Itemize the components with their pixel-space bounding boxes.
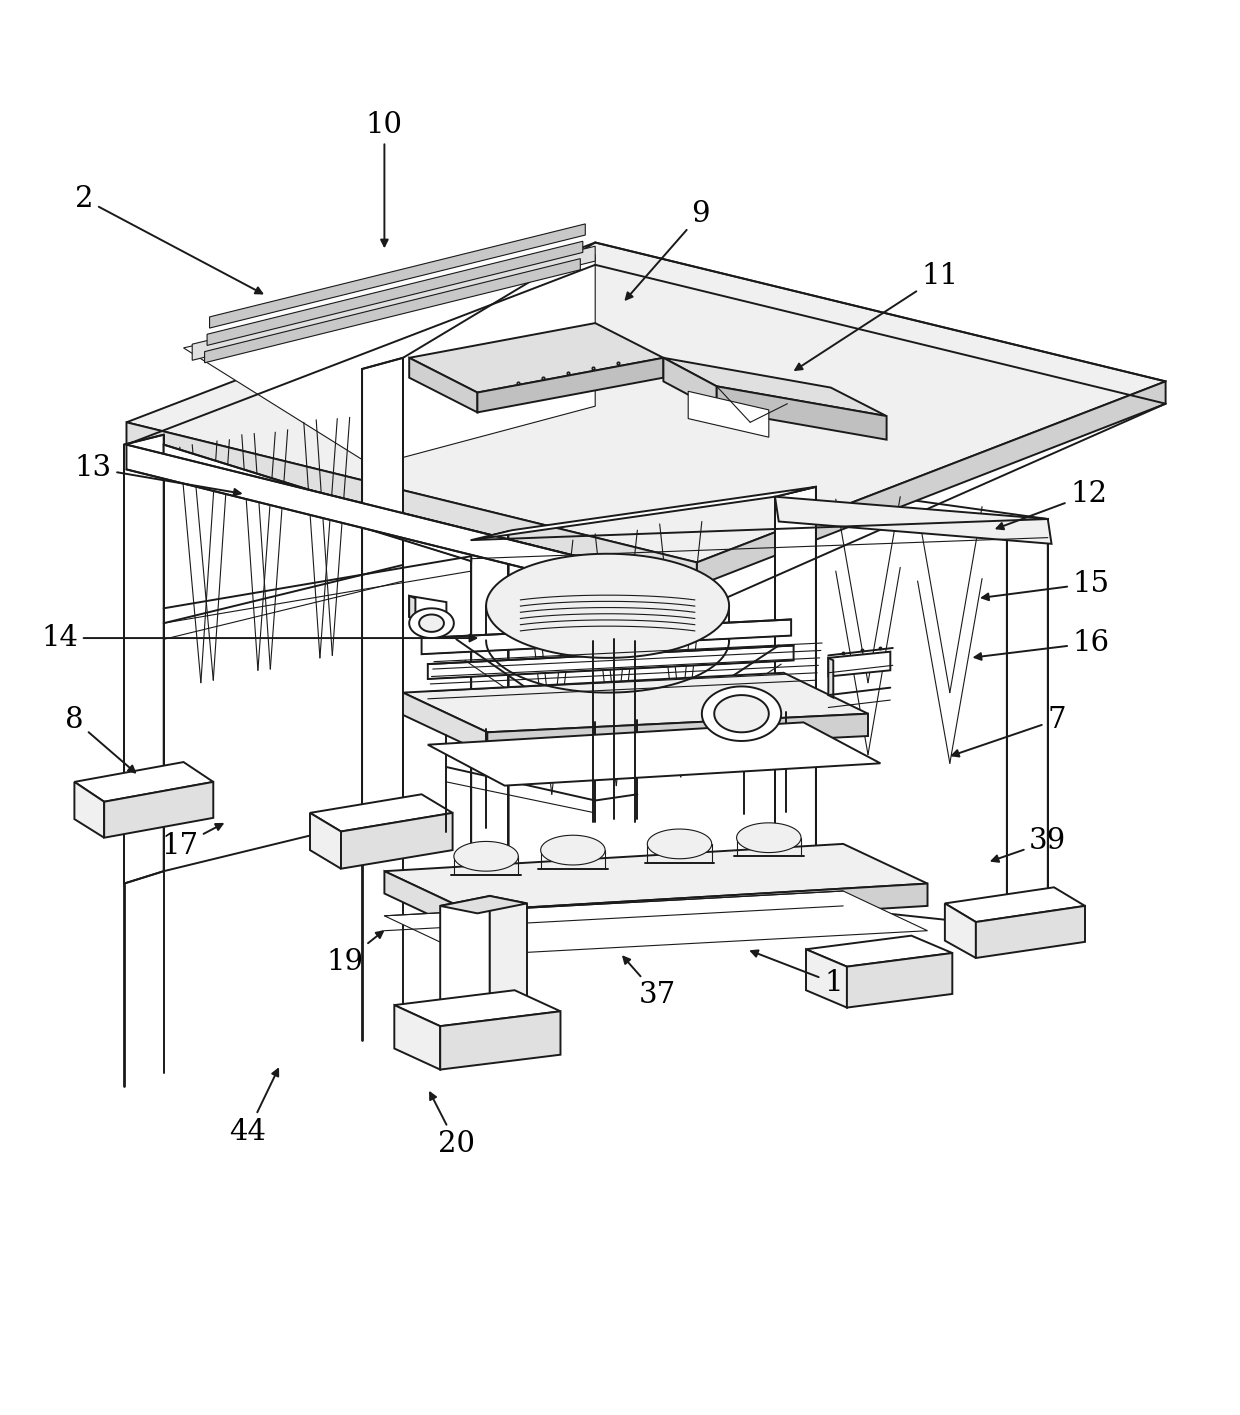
Text: 12: 12 (997, 480, 1107, 529)
Polygon shape (828, 652, 890, 676)
Polygon shape (74, 782, 104, 838)
Polygon shape (816, 487, 1048, 931)
Polygon shape (384, 843, 928, 911)
Polygon shape (714, 695, 769, 733)
Polygon shape (945, 903, 976, 958)
Polygon shape (477, 358, 663, 412)
Polygon shape (508, 487, 816, 937)
Polygon shape (409, 608, 454, 638)
Polygon shape (663, 358, 887, 416)
Polygon shape (440, 896, 527, 913)
Polygon shape (362, 358, 403, 825)
Text: 17: 17 (161, 824, 222, 860)
Polygon shape (310, 812, 341, 869)
Polygon shape (341, 812, 453, 869)
Text: 19: 19 (326, 931, 383, 976)
Polygon shape (164, 444, 471, 562)
Text: 20: 20 (430, 1092, 475, 1157)
Polygon shape (184, 255, 595, 466)
Polygon shape (440, 1012, 560, 1070)
Text: 9: 9 (626, 200, 711, 300)
Polygon shape (409, 596, 446, 623)
Polygon shape (688, 392, 769, 437)
Polygon shape (471, 532, 508, 945)
Polygon shape (104, 782, 213, 838)
Text: 39: 39 (992, 828, 1066, 862)
Polygon shape (702, 686, 781, 741)
Polygon shape (976, 906, 1085, 958)
Polygon shape (164, 358, 403, 872)
Polygon shape (409, 323, 663, 392)
Polygon shape (945, 887, 1085, 923)
Polygon shape (737, 824, 801, 853)
Polygon shape (419, 614, 444, 633)
Polygon shape (806, 935, 952, 966)
Polygon shape (124, 434, 164, 883)
Polygon shape (422, 620, 791, 654)
Polygon shape (192, 246, 595, 361)
Polygon shape (384, 872, 469, 932)
Polygon shape (663, 358, 717, 410)
Polygon shape (471, 487, 816, 541)
Polygon shape (717, 386, 887, 440)
Polygon shape (394, 990, 560, 1026)
Text: 7: 7 (952, 706, 1066, 757)
Polygon shape (1007, 519, 1048, 941)
Polygon shape (828, 658, 833, 698)
Polygon shape (210, 224, 585, 328)
Polygon shape (806, 949, 847, 1007)
Polygon shape (486, 553, 729, 658)
Polygon shape (207, 242, 583, 345)
Polygon shape (647, 829, 712, 859)
Text: 14: 14 (41, 624, 476, 652)
Polygon shape (440, 896, 490, 1015)
Text: 13: 13 (74, 454, 241, 495)
Polygon shape (126, 422, 697, 586)
Text: 2: 2 (76, 185, 262, 293)
Text: 8: 8 (64, 706, 135, 773)
Polygon shape (847, 954, 952, 1007)
Polygon shape (310, 794, 453, 832)
Polygon shape (775, 497, 1052, 543)
Polygon shape (74, 763, 213, 802)
Polygon shape (428, 645, 794, 679)
Text: 10: 10 (366, 110, 403, 246)
Polygon shape (126, 444, 697, 611)
Polygon shape (428, 723, 880, 785)
Polygon shape (403, 692, 487, 754)
Polygon shape (541, 835, 605, 865)
Polygon shape (490, 896, 527, 1013)
Text: 11: 11 (795, 262, 959, 369)
Polygon shape (469, 883, 928, 932)
Polygon shape (205, 259, 580, 362)
Polygon shape (775, 487, 816, 916)
Polygon shape (454, 842, 518, 872)
Polygon shape (409, 596, 415, 620)
Text: 16: 16 (975, 630, 1110, 659)
Polygon shape (126, 242, 1166, 562)
Polygon shape (409, 358, 477, 412)
Text: 44: 44 (229, 1070, 278, 1146)
Text: 15: 15 (982, 569, 1110, 600)
Polygon shape (403, 672, 868, 733)
Polygon shape (487, 713, 868, 754)
Polygon shape (384, 891, 928, 955)
Text: 1: 1 (751, 951, 842, 996)
Text: 37: 37 (624, 957, 676, 1009)
Polygon shape (697, 382, 1166, 586)
Polygon shape (394, 1005, 440, 1070)
